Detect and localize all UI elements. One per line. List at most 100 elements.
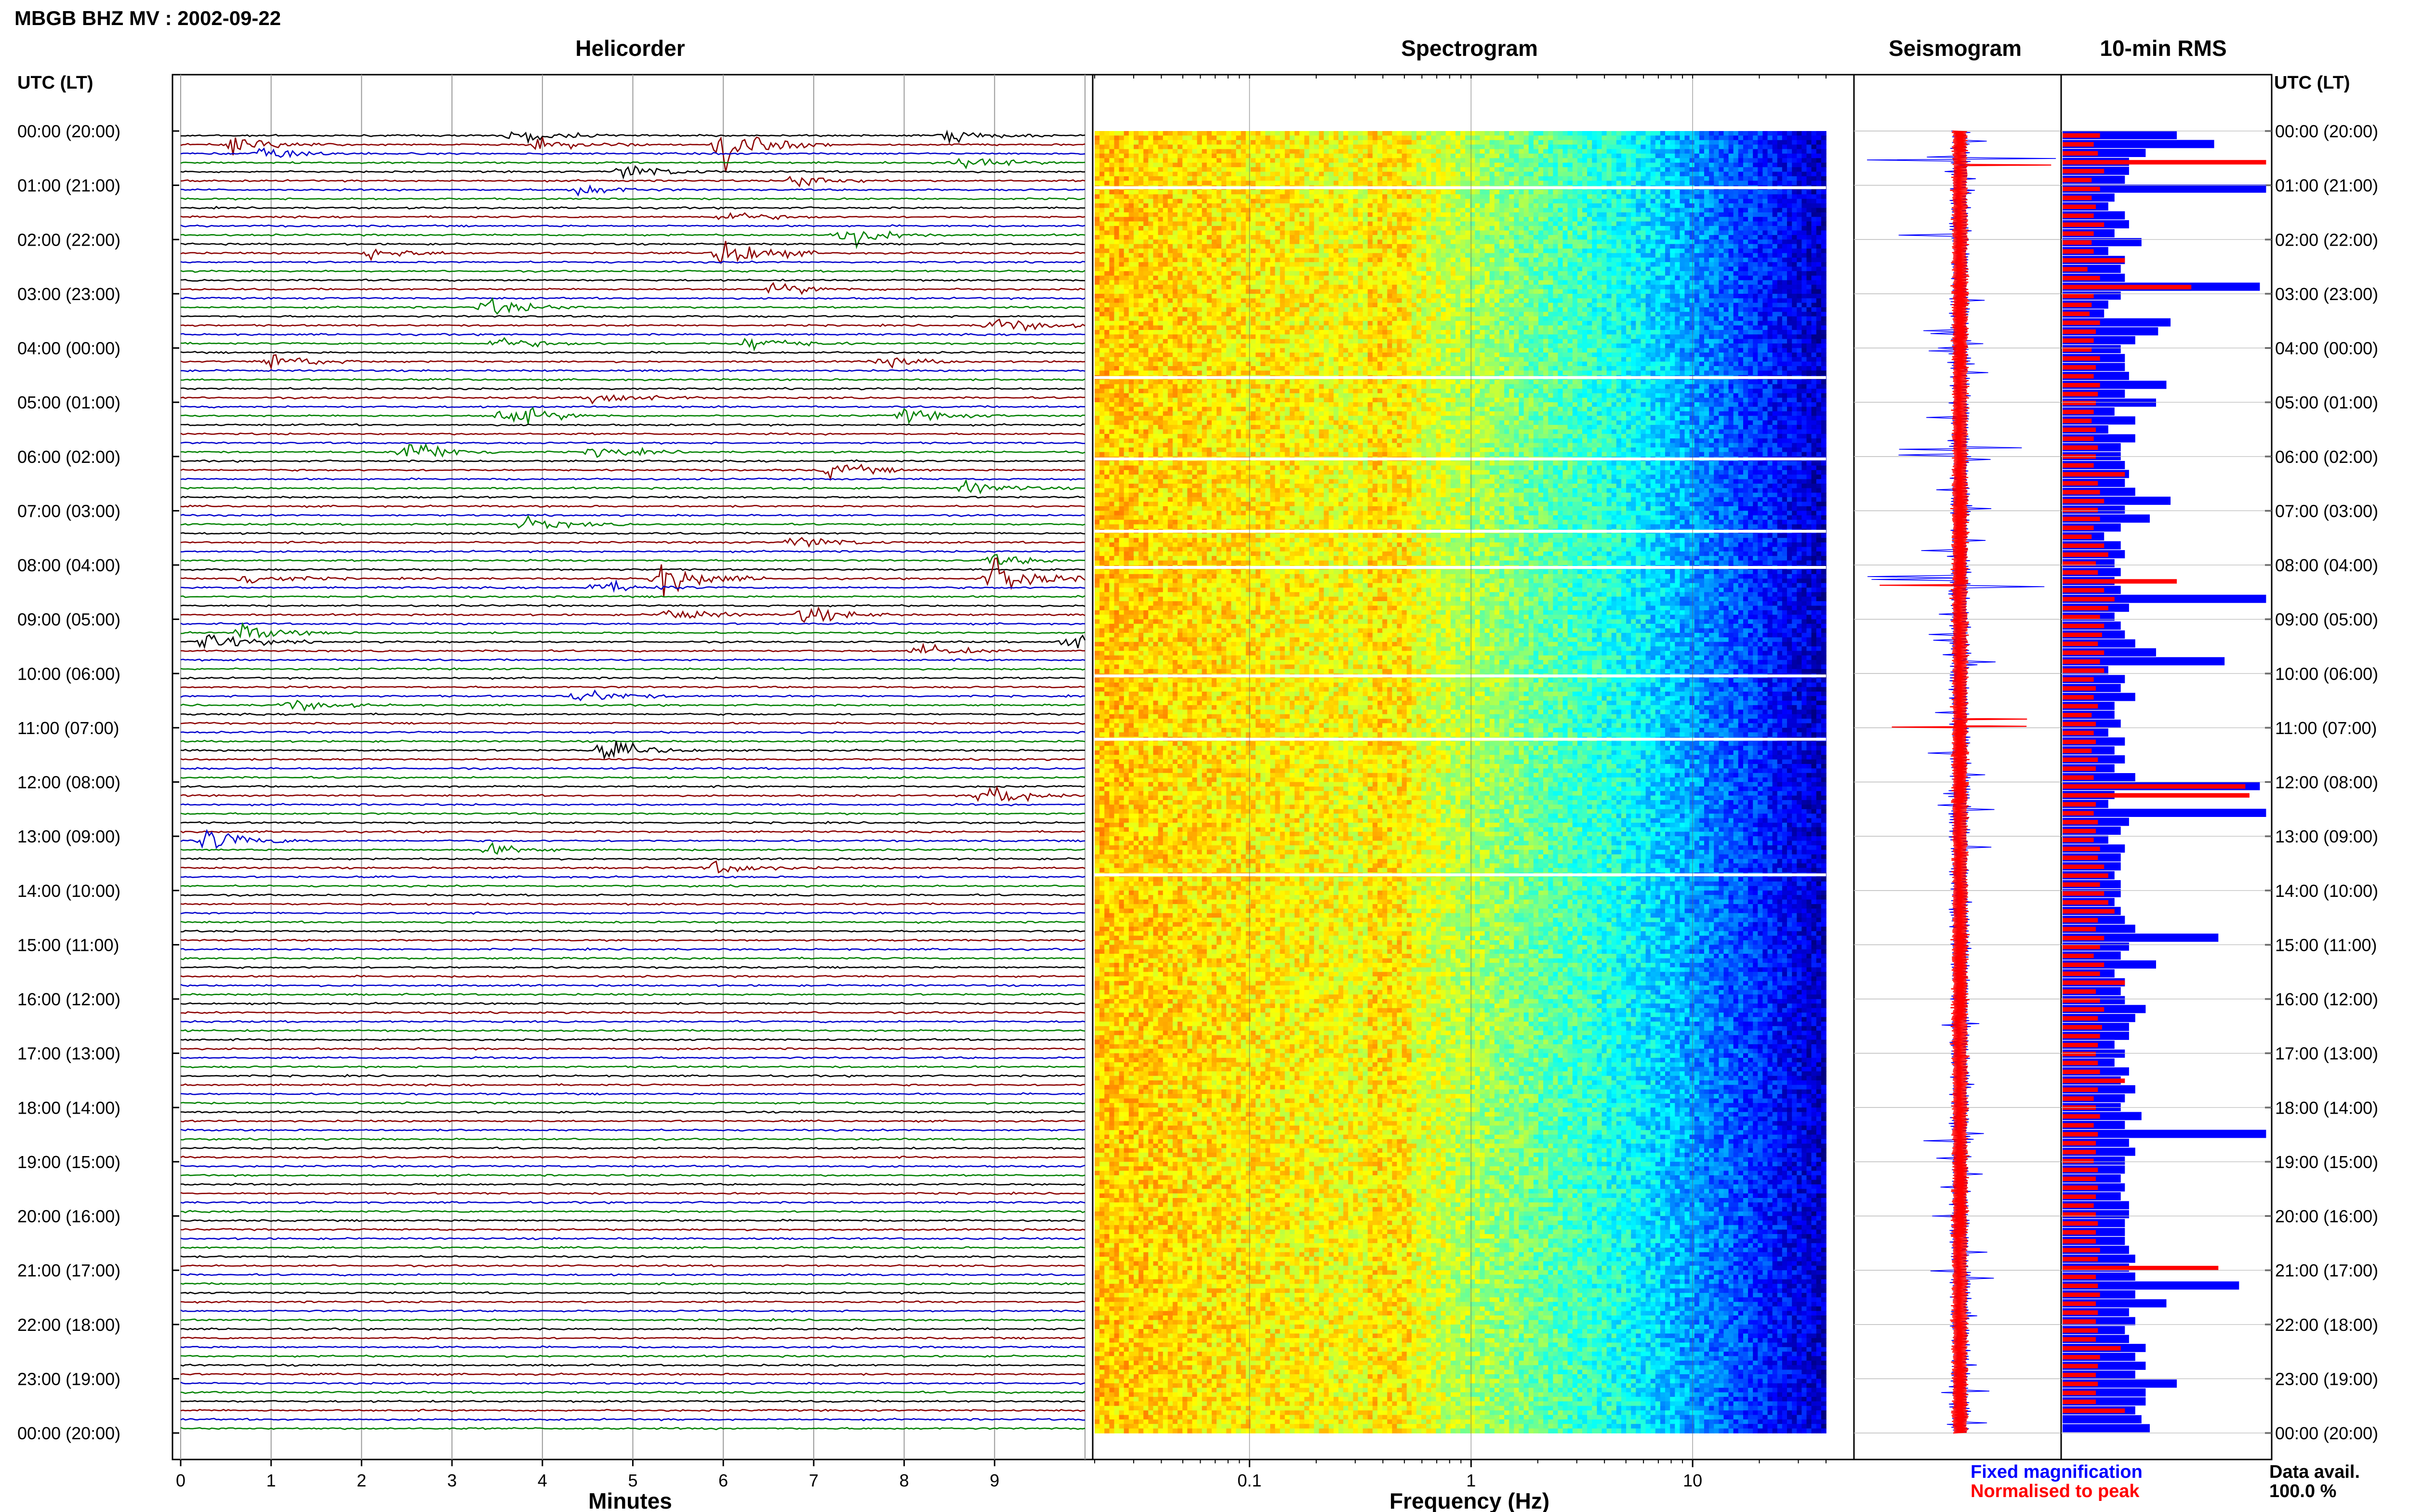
spectrogram-cell (1426, 140, 1431, 145)
spectrogram-cell (1416, 131, 1422, 136)
spectrogram-cell (1119, 135, 1125, 140)
spectrogram-cell (1758, 135, 1763, 140)
spectrogram-cell (1109, 131, 1114, 136)
spectrogram-cell (1441, 140, 1446, 145)
left-time-tick-label: 21:00 (17:00) (17, 1261, 120, 1280)
spectrogram-cell (1499, 131, 1505, 136)
spectrogram-cell (1158, 140, 1164, 145)
right-time-tick-label: 11:00 (07:00) (2275, 718, 2377, 738)
spectrogram-cell (1568, 131, 1573, 136)
spectrogram-cell (1685, 131, 1690, 136)
spectrogram-cell (1431, 140, 1436, 145)
right-time-tick-label: 08:00 (04:00) (2275, 555, 2378, 575)
spectrogram-cell (1460, 140, 1466, 145)
spectrogram-cell (1348, 140, 1353, 145)
spectrogram-cell (1324, 140, 1329, 145)
spectrogram-cell (1451, 131, 1456, 136)
spectrogram-cell (1260, 131, 1266, 136)
spectrogram-cell (1304, 140, 1310, 145)
spectrogram-cell (1451, 135, 1456, 140)
spectrogram-cell (1280, 135, 1285, 140)
spectrogram-cell (1509, 140, 1514, 145)
spectrogram-cell (1729, 140, 1734, 145)
spectrogram-cell (1699, 135, 1705, 140)
spectrogram-cell (1773, 140, 1778, 145)
spectrogram-cell (1226, 135, 1231, 140)
spectrogram-cell (1309, 140, 1314, 145)
spectrogram-cell (1714, 135, 1719, 140)
spectrogram-cell (1762, 131, 1768, 136)
spectrogram-cell (1260, 140, 1266, 145)
spectrogram-cell (1621, 140, 1627, 145)
spectrogram-cell (1402, 131, 1407, 136)
spectrogram-cell (1509, 135, 1514, 140)
spectrogram-cell (1602, 140, 1607, 145)
left-time-tick-label: 08:00 (04:00) (17, 555, 120, 575)
spectrogram-cell (1616, 131, 1622, 136)
spectrogram-cell (1787, 131, 1792, 136)
spectrogram-cell (1587, 135, 1592, 140)
spectrogram-cell (1602, 131, 1607, 136)
spectrogram-cell (1675, 140, 1680, 145)
spectrogram-cell (1792, 131, 1797, 136)
minute-tick-label: 8 (900, 1471, 909, 1490)
spectrogram-cell (1334, 140, 1339, 145)
spectrogram-cell (1275, 135, 1280, 140)
spectrogram-cell (1699, 140, 1705, 145)
spectrogram-cell (1285, 140, 1290, 145)
spectrogram-cell (1236, 131, 1242, 136)
spectrogram-cell (1202, 131, 1207, 136)
spectrogram-cell (1168, 135, 1173, 140)
spectrogram-cell (1324, 131, 1329, 136)
spectrogram-cell (1655, 140, 1661, 145)
spectrogram-cell (1597, 131, 1602, 136)
spectrogram-cell (1680, 135, 1685, 140)
spectrogram-cell (1529, 135, 1534, 140)
spectrogram-cell (1182, 135, 1188, 140)
spectrogram-cell (1792, 135, 1797, 140)
spectrogram-cell (1256, 140, 1261, 145)
spectrogram-cell (1265, 131, 1271, 136)
spectrogram-cell (1426, 131, 1431, 136)
spectrogram-cell (1221, 140, 1227, 145)
spectrogram-cell (1558, 140, 1563, 145)
seismogram-title: Seismogram (1889, 36, 2022, 61)
spectrogram-cell (1748, 135, 1753, 140)
spectrogram-cell (1412, 131, 1417, 136)
spectrogram-cell (1402, 140, 1407, 145)
spectrogram-cell (1173, 140, 1178, 145)
spectrogram-cell (1480, 140, 1485, 145)
spectrogram-cell (1504, 135, 1509, 140)
spectrogram-cell (1246, 131, 1251, 136)
spectrogram-cell (1373, 131, 1378, 136)
spectrogram-cell (1495, 131, 1500, 136)
spectrogram-cell (1314, 140, 1319, 145)
left-time-tick-label: 15:00 (11:00) (17, 935, 119, 955)
spectrogram-cell (1153, 135, 1158, 140)
spectrogram-cell (1226, 140, 1231, 145)
spectrogram-cell (1168, 131, 1173, 136)
spectrogram-cell (1114, 135, 1120, 140)
spectrogram-cell (1655, 131, 1661, 136)
spectrogram-cell (1807, 131, 1812, 136)
spectrogram-cell (1158, 131, 1164, 136)
spectrogram-cell (1212, 135, 1217, 140)
spectrogram-cell (1134, 140, 1139, 145)
spectrogram-cell (1441, 135, 1446, 140)
spectrogram-cell (1353, 140, 1358, 145)
spectrogram-cell (1099, 140, 1105, 145)
spectrogram-cell (1519, 131, 1524, 136)
spectrogram-cell (1129, 140, 1134, 145)
left-time-tick-label: 14:00 (10:00) (17, 881, 120, 901)
left-time-tick-label: 11:00 (07:00) (17, 718, 119, 738)
spectrogram-cell (1319, 131, 1324, 136)
spectrogram-title: Spectrogram (1401, 36, 1538, 61)
spectrogram-cell (1543, 131, 1549, 136)
spectrogram-cell (1407, 140, 1412, 145)
spectrogram-cell (1475, 135, 1480, 140)
right-time-tick-label: 22:00 (18:00) (2275, 1315, 2378, 1335)
spectrogram-cell (1226, 131, 1231, 136)
spectrogram-cell (1626, 131, 1631, 136)
spectrogram-cell (1553, 140, 1558, 145)
spectrogram-cell (1548, 140, 1553, 145)
